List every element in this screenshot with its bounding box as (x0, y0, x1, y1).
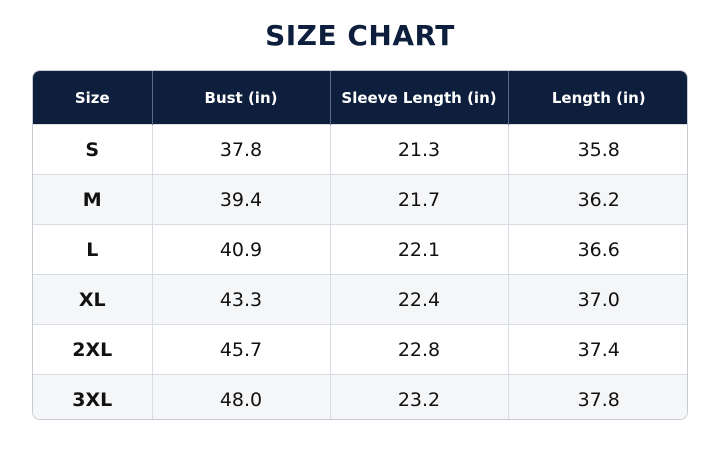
length-cell: 36.2 (508, 174, 687, 225)
size-cell: XL (33, 274, 153, 325)
length-cell: 37.8 (508, 374, 687, 419)
header-size: Size (33, 71, 153, 125)
table-row: S 37.8 21.3 35.8 (33, 124, 687, 175)
size-cell: M (33, 174, 153, 225)
bust-cell: 48.0 (152, 374, 331, 419)
size-chart-table: Size Bust (in) Sleeve Length (in) Length… (32, 70, 688, 420)
bust-cell: 43.3 (152, 274, 331, 325)
sleeve-length-cell: 21.3 (330, 124, 509, 175)
sleeve-length-cell: 22.4 (330, 274, 509, 325)
bust-cell: 39.4 (152, 174, 331, 225)
table-row: 3XL 48.0 23.2 37.8 (33, 374, 687, 419)
size-cell: 3XL (33, 374, 153, 419)
table-row: XL 43.3 22.4 37.0 (33, 274, 687, 325)
table-row: 2XL 45.7 22.8 37.4 (33, 324, 687, 375)
bust-cell: 37.8 (152, 124, 331, 175)
size-cell: 2XL (33, 324, 153, 375)
size-cell: S (33, 124, 153, 175)
length-cell: 37.4 (508, 324, 687, 375)
header-sleeve-length: Sleeve Length (in) (330, 71, 509, 125)
length-cell: 37.0 (508, 274, 687, 325)
sleeve-length-cell: 21.7 (330, 174, 509, 225)
sleeve-length-cell: 22.1 (330, 224, 509, 275)
bust-cell: 40.9 (152, 224, 331, 275)
page-title: SIZE CHART (265, 19, 455, 52)
bust-cell: 45.7 (152, 324, 331, 375)
sleeve-length-cell: 22.8 (330, 324, 509, 375)
table-row: L 40.9 22.1 36.6 (33, 224, 687, 275)
table-header-row: Size Bust (in) Sleeve Length (in) Length… (33, 71, 687, 125)
length-cell: 36.6 (508, 224, 687, 275)
table-row: M 39.4 21.7 36.2 (33, 174, 687, 225)
size-cell: L (33, 224, 153, 275)
length-cell: 35.8 (508, 124, 687, 175)
sleeve-length-cell: 23.2 (330, 374, 509, 419)
header-bust: Bust (in) (152, 71, 331, 125)
header-length: Length (in) (508, 71, 687, 125)
